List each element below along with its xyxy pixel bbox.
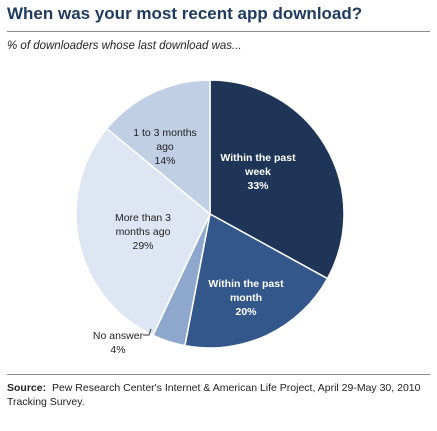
- title-divider: [7, 31, 430, 32]
- slice-1-to-3-months: [105, 79, 211, 216]
- slice-within-past-month: [184, 212, 329, 349]
- chart-subtitle: % of downloaders whose last download was…: [7, 40, 242, 52]
- source-divider: [7, 374, 430, 375]
- slice-label-1-to-3-months: 1 to 3 months ago 14%: [133, 127, 197, 167]
- source-text: Pew Research Center's Internet & America…: [7, 382, 421, 408]
- slice-label-no-answer: No answer 4%: [93, 330, 144, 356]
- slice-label-within-past-week: Within the past week 33%: [220, 152, 296, 192]
- no-answer-leader-line: [143, 328, 152, 336]
- slice-more-than-3-months: [75, 127, 211, 337]
- source-prefix: Source:: [7, 382, 47, 394]
- pie-chart: Within the past week 33% Within the past mon…: [75, 79, 345, 356]
- slice-within-past-week: [209, 79, 345, 280]
- chart-title: When was your most recent app download?: [7, 4, 363, 23]
- slice-label-within-past-month: Within the past month 20%: [208, 278, 284, 318]
- slice-label-more-than-3-months: More than 3 months ago 29%: [115, 212, 171, 252]
- source-note: Source: Pew Research Center's Internet &…: [7, 381, 430, 409]
